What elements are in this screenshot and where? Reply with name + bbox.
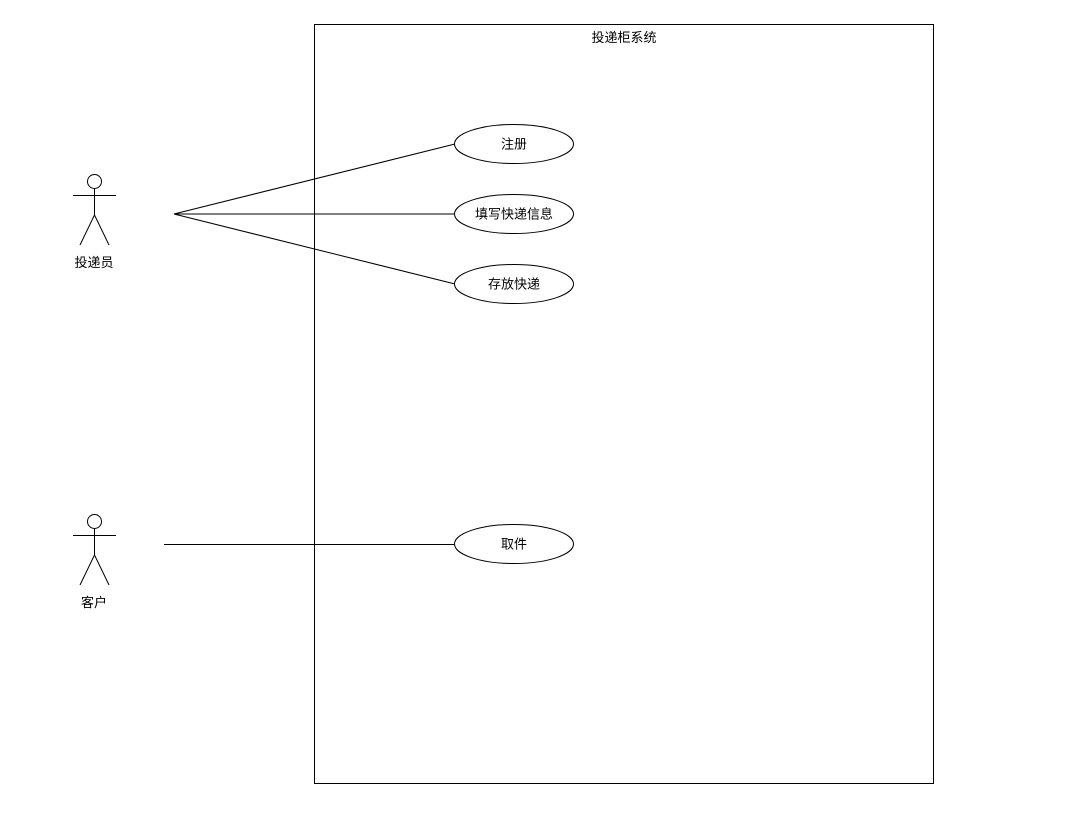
system-boundary: 投递柜系统: [314, 24, 934, 784]
use-case-ellipse: [454, 124, 574, 164]
use-case-register-label: 注册: [501, 138, 527, 153]
stick-figure-icon: [73, 174, 116, 246]
use-case-fill-info-label: 填写快递信息: [475, 207, 553, 223]
association-courier-register: [173, 143, 456, 215]
use-case-ellipse: [454, 194, 574, 234]
use-case-store[interactable]: 存放快递: [454, 264, 574, 304]
actor-courier[interactable]: 投递员: [73, 174, 116, 272]
stick-figure-icon: [73, 514, 116, 586]
use-case-pickup[interactable]: 取件: [454, 524, 574, 564]
system-title: 投递柜系统: [591, 30, 656, 46]
use-case-register[interactable]: 注册: [454, 124, 574, 164]
use-case-ellipse: [454, 524, 574, 564]
use-case-ellipse: [454, 264, 574, 304]
actor-customer[interactable]: 客户: [73, 514, 116, 612]
association-courier-store: [173, 213, 456, 285]
system-boundary-box: [314, 24, 934, 784]
use-case-pickup-label: 取件: [501, 538, 527, 553]
associations: [164, 143, 456, 545]
actor-courier-label: 投递员: [74, 255, 113, 271]
use-case-fill-info[interactable]: 填写快递信息: [454, 194, 574, 234]
use-case-store-label: 存放快递: [488, 278, 540, 293]
actor-customer-label: 客户: [81, 595, 107, 611]
